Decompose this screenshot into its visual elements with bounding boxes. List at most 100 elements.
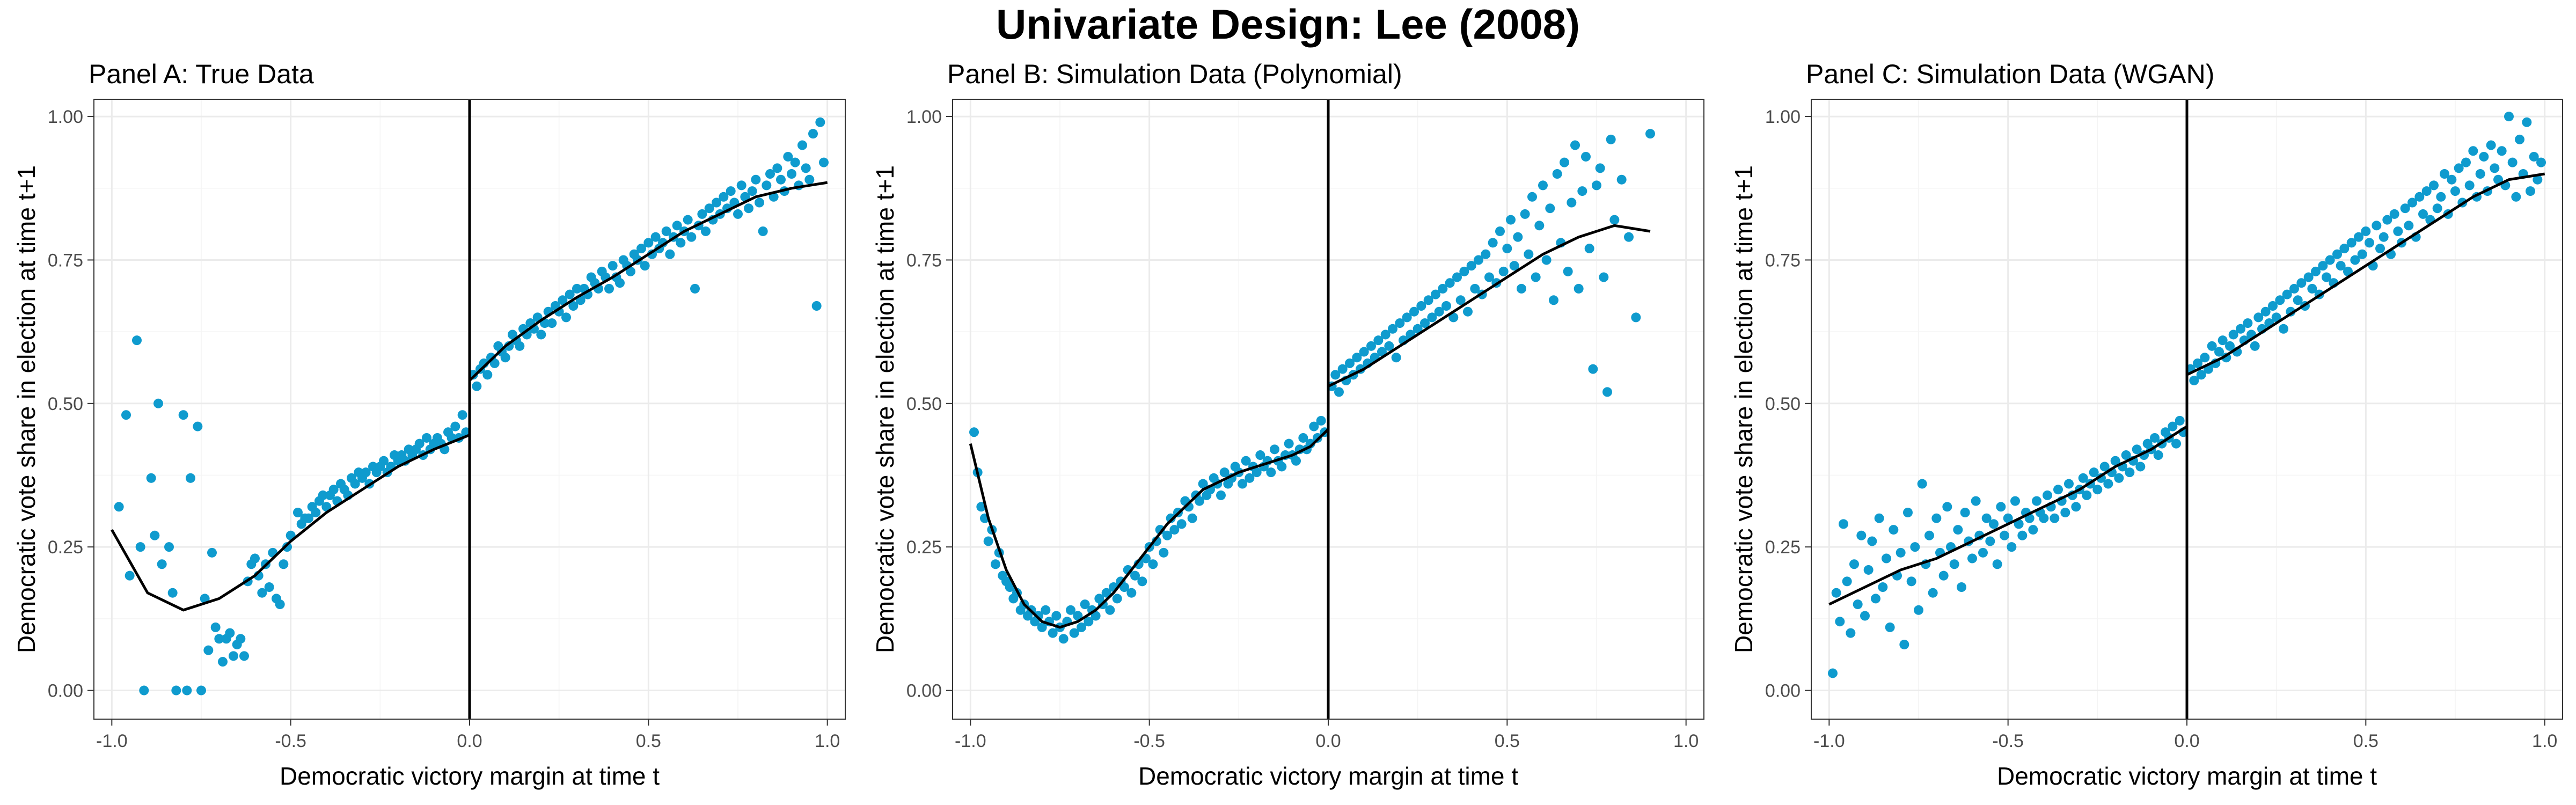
data-point xyxy=(1960,508,1970,517)
data-point xyxy=(1445,278,1455,288)
data-point xyxy=(661,226,671,236)
panel-b-y-tick-label: 0.75 xyxy=(906,250,942,270)
data-point xyxy=(1498,266,1509,276)
data-point xyxy=(2218,335,2228,346)
data-point xyxy=(726,186,736,196)
panel-c-fit-line-right xyxy=(2186,172,2545,376)
data-point xyxy=(1470,283,1480,294)
data-point xyxy=(1337,364,1348,374)
data-point xyxy=(1345,358,1355,368)
data-point xyxy=(2168,421,2178,431)
data-point xyxy=(311,508,321,517)
data-point xyxy=(2114,473,2124,483)
data-point xyxy=(1277,462,1287,472)
data-point xyxy=(1252,467,1262,478)
data-point xyxy=(2379,232,2389,242)
data-point xyxy=(1130,570,1140,581)
data-point xyxy=(275,599,285,610)
data-point xyxy=(139,685,149,696)
data-point xyxy=(1438,283,1448,294)
data-point xyxy=(2450,186,2460,196)
data-point xyxy=(1906,576,1916,587)
data-point xyxy=(1581,151,1591,162)
data-point xyxy=(2350,255,2360,265)
data-point xyxy=(1910,542,1920,552)
figure-title: Univariate Design: Lee (2008) xyxy=(996,1,1580,48)
data-point xyxy=(1882,553,1891,564)
data-point xyxy=(2400,203,2410,214)
data-point xyxy=(2082,490,2092,500)
data-point xyxy=(1463,306,1473,317)
data-point xyxy=(1874,513,1884,523)
panel-a-x-tick-label: 1.0 xyxy=(815,731,840,751)
panel-a-x-tick-label: 0.0 xyxy=(457,731,482,751)
data-point xyxy=(1871,594,1880,604)
data-point xyxy=(1985,536,1995,546)
data-point xyxy=(1989,519,1999,529)
data-point xyxy=(1846,628,1856,638)
data-point xyxy=(1126,588,1137,598)
data-point xyxy=(704,203,714,214)
panel-a-y-tick-label: 0.75 xyxy=(48,250,83,270)
data-point xyxy=(801,163,811,173)
data-point xyxy=(808,129,818,139)
data-point xyxy=(328,485,339,495)
data-point xyxy=(1481,249,1491,259)
data-point xyxy=(515,341,525,351)
data-point xyxy=(1309,421,1319,431)
data-point xyxy=(2447,174,2457,185)
data-point xyxy=(744,203,753,214)
data-point xyxy=(683,215,693,225)
data-point xyxy=(2014,519,2024,529)
data-point xyxy=(1330,370,1341,380)
data-point xyxy=(1452,272,1462,282)
panel-b-x-tick-label: 0.5 xyxy=(1495,731,1520,751)
data-point xyxy=(2010,496,2020,506)
data-point xyxy=(1531,272,1541,282)
data-point xyxy=(1291,456,1301,466)
data-point xyxy=(1602,387,1612,397)
data-point xyxy=(2490,163,2500,173)
data-point xyxy=(712,197,721,208)
data-point xyxy=(2354,232,2363,242)
data-point xyxy=(1005,582,1015,592)
data-point xyxy=(2336,261,2346,271)
data-point xyxy=(225,628,235,638)
data-point xyxy=(2225,341,2235,351)
panel-c-y-axis-label: Democratic vote share in election at tim… xyxy=(1730,165,1758,653)
data-point xyxy=(547,318,557,328)
data-point xyxy=(2003,513,2013,523)
data-point xyxy=(1459,266,1469,276)
data-point xyxy=(2372,221,2382,231)
panel-c-y-tick-label: 0.75 xyxy=(1765,250,1801,270)
data-point xyxy=(736,180,747,191)
data-point xyxy=(2282,289,2292,299)
panel-a-y-tick-label: 0.00 xyxy=(48,681,83,701)
data-point xyxy=(1917,479,1927,489)
data-point xyxy=(2515,134,2524,144)
panel-c-x-tick-label: -1.0 xyxy=(1813,731,1845,751)
data-point xyxy=(157,559,167,569)
data-point xyxy=(604,283,614,294)
panel-a-y-tick-label: 0.25 xyxy=(48,537,83,558)
panel-b-y-tick-label: 0.50 xyxy=(906,394,942,414)
data-point xyxy=(2060,508,2070,517)
data-point xyxy=(2533,174,2543,185)
data-point xyxy=(2268,301,2278,311)
data-point xyxy=(500,353,510,363)
data-point xyxy=(1588,364,1598,374)
data-point xyxy=(2497,146,2507,156)
data-point xyxy=(2303,272,2314,282)
data-point xyxy=(568,301,579,311)
data-point xyxy=(976,502,986,512)
data-point xyxy=(1509,261,1519,271)
data-point xyxy=(1828,668,1838,678)
data-point xyxy=(2043,490,2052,500)
panel-a-title: Panel A: True Data xyxy=(89,59,314,89)
data-point xyxy=(482,370,493,380)
data-point xyxy=(1058,634,1069,644)
data-point xyxy=(2440,169,2449,179)
data-point xyxy=(1034,611,1043,621)
data-point xyxy=(1896,547,1906,558)
data-point xyxy=(1856,530,1867,540)
